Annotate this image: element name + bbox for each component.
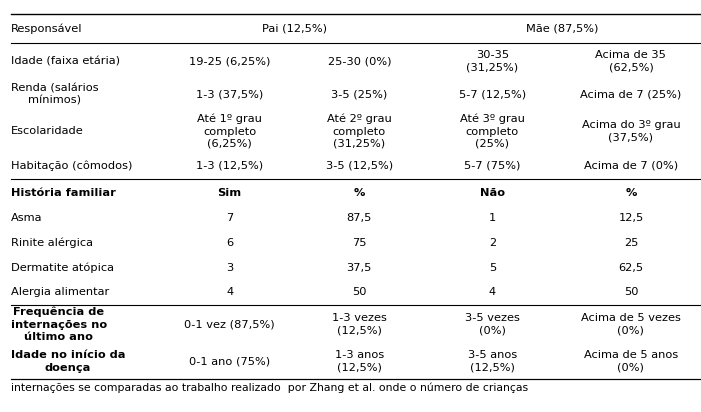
Text: Até 1º grau
completo
(6,25%): Até 1º grau completo (6,25%) — [197, 114, 262, 149]
Text: 30-35
(31,25%): 30-35 (31,25%) — [466, 50, 519, 73]
Text: 7: 7 — [226, 213, 233, 223]
Text: Renda (salários
mínimos): Renda (salários mínimos) — [11, 84, 98, 106]
Text: Acima de 7 (25%): Acima de 7 (25%) — [580, 90, 681, 100]
Text: 37,5: 37,5 — [346, 262, 372, 272]
Text: 50: 50 — [352, 287, 367, 297]
Text: 5: 5 — [489, 262, 496, 272]
Text: Acima de 7 (0%): Acima de 7 (0%) — [584, 161, 678, 171]
Text: Habitação (cômodos): Habitação (cômodos) — [11, 161, 132, 171]
Text: Escolaridade: Escolaridade — [11, 126, 83, 136]
Text: 4: 4 — [489, 287, 496, 297]
Text: 1-3 (37,5%): 1-3 (37,5%) — [196, 90, 263, 100]
Text: Idade (faixa etária): Idade (faixa etária) — [11, 56, 119, 66]
Text: %: % — [625, 187, 637, 197]
Text: Mãe (87,5%): Mãe (87,5%) — [526, 24, 599, 34]
Text: %: % — [353, 187, 365, 197]
Text: Sim: Sim — [217, 187, 242, 197]
Text: 75: 75 — [352, 238, 367, 248]
Text: Acima de 35
(62,5%): Acima de 35 (62,5%) — [595, 50, 667, 73]
Text: internações se comparadas ao trabalho realizado  por Zhang et al. onde o número : internações se comparadas ao trabalho re… — [11, 382, 528, 393]
Text: 3-5 (25%): 3-5 (25%) — [331, 90, 388, 100]
Text: Rinite alérgica: Rinite alérgica — [11, 238, 93, 248]
Text: Acima de 5 anos
(0%): Acima de 5 anos (0%) — [584, 350, 678, 373]
Text: 6: 6 — [226, 238, 233, 248]
Text: Acima de 5 vezes
(0%): Acima de 5 vezes (0%) — [581, 313, 681, 335]
Text: Acima do 3º grau
(37,5%): Acima do 3º grau (37,5%) — [582, 120, 680, 143]
Text: 1-3 vezes
(12,5%): 1-3 vezes (12,5%) — [332, 313, 387, 335]
Text: 87,5: 87,5 — [346, 213, 372, 223]
Text: 12,5: 12,5 — [618, 213, 644, 223]
Text: Dermatite atópica: Dermatite atópica — [11, 262, 114, 273]
Text: 62,5: 62,5 — [618, 262, 644, 272]
Text: 19-25 (6,25%): 19-25 (6,25%) — [189, 56, 271, 66]
Text: 25: 25 — [624, 238, 638, 248]
Text: 3-5 vezes
(0%): 3-5 vezes (0%) — [465, 313, 520, 335]
Text: 0-1 vez (87,5%): 0-1 vez (87,5%) — [184, 319, 275, 329]
Text: Idade no início da
doença: Idade no início da doença — [11, 350, 125, 373]
Text: 3: 3 — [226, 262, 233, 272]
Text: História familiar: História familiar — [11, 187, 116, 197]
Text: Alergia alimentar: Alergia alimentar — [11, 287, 109, 297]
Text: Frequência de
internações no
último ano: Frequência de internações no último ano — [11, 307, 107, 342]
Text: 1-3 (12,5%): 1-3 (12,5%) — [196, 161, 263, 171]
Text: 3-5 (12,5%): 3-5 (12,5%) — [326, 161, 393, 171]
Text: 5-7 (12,5%): 5-7 (12,5%) — [459, 90, 526, 100]
Text: Responsável: Responsável — [11, 23, 82, 34]
Text: 1-3 anos
(12,5%): 1-3 anos (12,5%) — [334, 350, 384, 373]
Text: 4: 4 — [226, 287, 233, 297]
Text: Pai (12,5%): Pai (12,5%) — [262, 24, 327, 34]
Text: 3-5 anos
(12,5%): 3-5 anos (12,5%) — [468, 350, 517, 373]
Text: 25-30 (0%): 25-30 (0%) — [327, 56, 391, 66]
Text: Asma: Asma — [11, 213, 42, 223]
Text: 5-7 (75%): 5-7 (75%) — [464, 161, 521, 171]
Text: 2: 2 — [489, 238, 496, 248]
Text: Não: Não — [480, 187, 505, 197]
Text: 1: 1 — [489, 213, 496, 223]
Text: Até 3º grau
completo
(25%): Até 3º grau completo (25%) — [460, 114, 525, 149]
Text: 0-1 ano (75%): 0-1 ano (75%) — [189, 356, 270, 367]
Text: Até 2º grau
completo
(31,25%): Até 2º grau completo (31,25%) — [327, 114, 392, 149]
Text: 50: 50 — [624, 287, 638, 297]
